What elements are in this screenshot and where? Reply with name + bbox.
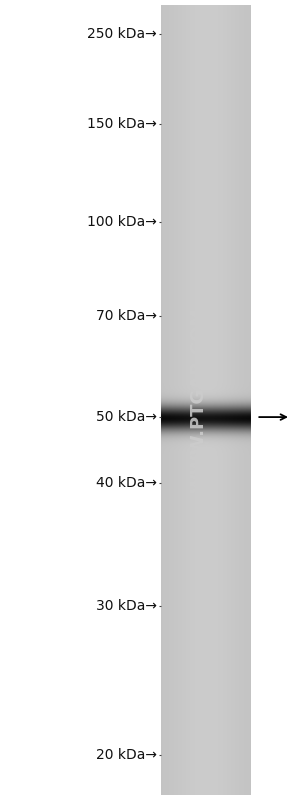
Text: 150 kDa→: 150 kDa→ — [87, 117, 157, 131]
Text: 40 kDa→: 40 kDa→ — [96, 476, 157, 491]
Text: 20 kDa→: 20 kDa→ — [96, 748, 157, 762]
Text: WWW.PTGAB.COM: WWW.PTGAB.COM — [190, 307, 208, 492]
Text: 70 kDa→: 70 kDa→ — [96, 308, 157, 323]
Text: 50 kDa→: 50 kDa→ — [96, 410, 157, 424]
Text: 250 kDa→: 250 kDa→ — [87, 26, 157, 41]
Text: 100 kDa→: 100 kDa→ — [87, 215, 157, 229]
Text: 30 kDa→: 30 kDa→ — [96, 598, 157, 613]
